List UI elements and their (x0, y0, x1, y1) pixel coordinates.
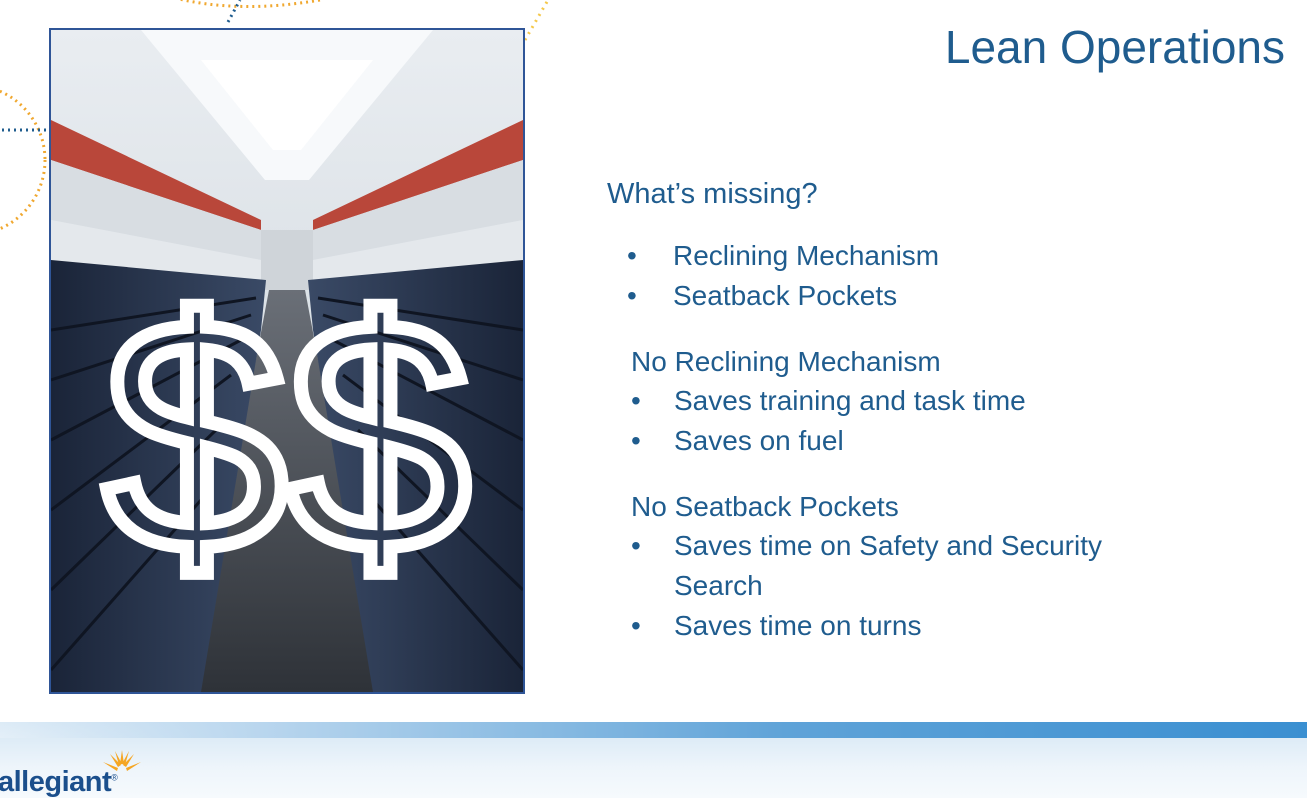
sun-icon (103, 750, 141, 771)
list-item-text: Saves time on Safety and Security Search (674, 530, 1102, 601)
list-item-text: Reclining Mechanism (673, 240, 940, 271)
bullet-icon: • (631, 530, 641, 561)
list-item: • Saves time on Safety and Security Searc… (631, 526, 1194, 606)
cabin-illustration: $$ (51, 30, 523, 692)
list-item: • Saves time on turns (631, 606, 1234, 646)
footer-sky-band (0, 722, 1307, 798)
slide-title: Lean Operations (944, 21, 1285, 73)
section-title: No Seatback Pockets (631, 491, 899, 522)
section-list: • Saves training and task time • Saves on … (631, 381, 1234, 461)
decorative-dotted-arcs (0, 0, 550, 231)
section-title: No Reclining Mechanism (631, 346, 941, 377)
logo-text: allegiant (0, 766, 112, 798)
section-no-seatback-pockets: No Seatback Pockets • Saves time on Safet… (631, 488, 1234, 646)
dotted-line-blue-top (226, 0, 242, 23)
dotted-arc-top (177, 0, 321, 9)
dotted-arc-yellow (523, 0, 550, 41)
dotted-arc-orange (0, 89, 47, 231)
airplane-cabin-photo: $$ (49, 28, 525, 694)
list-item-text: Saves training and task time (674, 385, 1026, 416)
bullet-icon: • (627, 240, 637, 271)
list-item-text: Saves time on turns (674, 610, 922, 641)
list-item: • Reclining Mechanism (607, 236, 1234, 276)
list-item-text: Seatback Pockets (673, 280, 898, 311)
slide-content: What’s missing? • Reclining Mechanism • Se… (607, 174, 1234, 646)
dollar-signs-overlay: $$ (103, 251, 470, 620)
registered-mark: ® (111, 772, 118, 783)
list-item-text: Saves on fuel (674, 425, 844, 456)
bullet-icon: • (627, 280, 637, 311)
allegiant-logo: allegiant® (0, 750, 175, 798)
missing-list: • Reclining Mechanism • Seatback Pockets (607, 236, 1234, 316)
bullet-icon: • (631, 385, 641, 416)
logo-wordmark: allegiant® (0, 766, 118, 799)
section-no-reclining: No Reclining Mechanism • Saves training a… (631, 343, 1234, 461)
footer-blue-stripe (0, 722, 1307, 738)
list-item: • Seatback Pockets (607, 276, 1234, 316)
bullet-icon: • (631, 425, 641, 456)
bullet-icon: • (631, 610, 641, 641)
list-item: • Saves training and task time (631, 381, 1234, 421)
section-list: • Saves time on Safety and Security Searc… (631, 526, 1234, 646)
missing-heading: What’s missing? (607, 178, 818, 210)
list-item: • Saves on fuel (631, 421, 1234, 461)
